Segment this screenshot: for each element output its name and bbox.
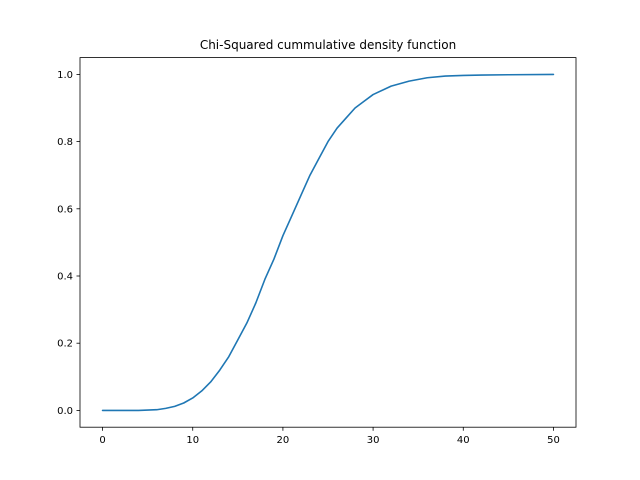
x-tick-label: 50	[547, 435, 560, 446]
series-layer	[101, 73, 555, 412]
plot-frame	[79, 57, 577, 428]
y-tick-label: 0.4	[57, 272, 73, 283]
y-tick-label: 1.0	[57, 70, 73, 81]
x-tick-label: 0	[99, 435, 105, 446]
chart-title: Chi-Squared cummulative density function	[200, 38, 456, 52]
y-tick-label: 0.8	[57, 137, 73, 148]
y-tick-label: 0.0	[57, 406, 73, 417]
y-tick-label: 0.2	[57, 339, 73, 350]
x-tick-label: 30	[367, 435, 380, 446]
series-line	[101, 73, 555, 412]
x-tick-label: 10	[186, 435, 199, 446]
x-tick-label: 40	[457, 435, 470, 446]
ticks-layer: 0 10 20 30 40 50 0.0 0.2 0.4 0.6 0.8 1.0	[57, 70, 560, 446]
x-tick-label: 20	[277, 435, 290, 446]
y-tick-label: 0.6	[57, 204, 73, 215]
